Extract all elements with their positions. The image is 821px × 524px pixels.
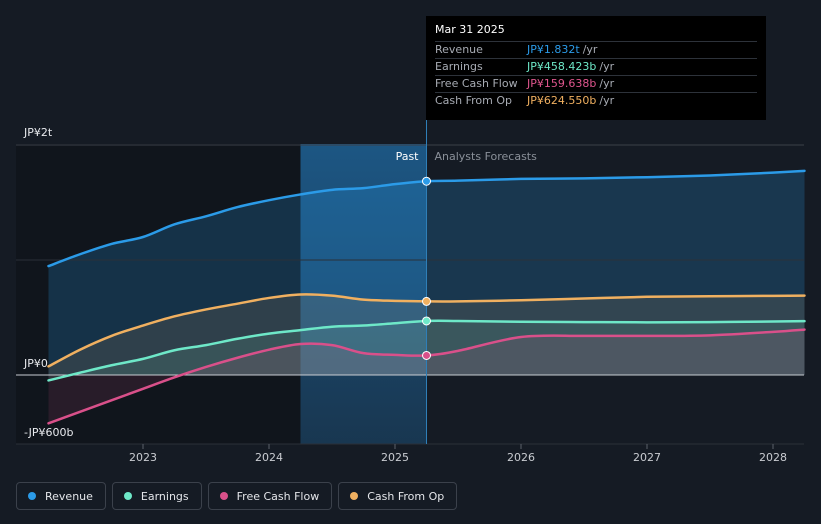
legend-item-free-cash-flow[interactable]: Free Cash Flow (207, 482, 333, 510)
tooltip-unit: /yr (582, 43, 598, 56)
x-tick-label: 2025 (381, 451, 409, 464)
line-free-cash-flow (47, 328, 806, 425)
marker-cash-from-op (422, 296, 431, 306)
marker-revenue (422, 176, 431, 186)
x-tick-label: 2027 (633, 451, 661, 464)
tooltip-name: Revenue (435, 43, 483, 56)
legend-item-cash-from-op[interactable]: Cash From Op (338, 482, 458, 510)
x-tick-label: 2028 (759, 451, 787, 464)
tooltip-name: Cash From Op (435, 94, 513, 107)
gridlines (16, 144, 804, 445)
marker-free-cash-flow (422, 350, 431, 360)
y-tick-zero: JP¥0 (23, 357, 48, 370)
x-tick-label: 2024 (255, 451, 283, 464)
legend-label: Free Cash Flow (236, 489, 320, 503)
x-tick-label: 2026 (507, 451, 535, 464)
tooltip-row-free-cash-flow: Free Cash Flow JP¥159.638b /yr (435, 75, 757, 92)
tooltip-unit: /yr (599, 77, 615, 90)
past-label: Past (396, 150, 420, 163)
series-lines (47, 169, 806, 425)
tooltip-value: JP¥624.550b (527, 94, 597, 107)
tooltip: Mar 31 2025 Revenue JP¥1.832t /yr Earnin… (426, 16, 766, 120)
area-free-cash-flow (48, 329, 805, 424)
legend: Revenue Earnings Free Cash Flow Cash Fro… (16, 482, 458, 510)
legend-dot-icon (123, 492, 132, 500)
past-dark-region (16, 144, 301, 444)
legend-item-earnings[interactable]: Earnings (111, 482, 202, 510)
tooltip-row-revenue: Revenue JP¥1.832t /yr (435, 41, 757, 58)
legend-label: Revenue (45, 489, 93, 503)
legend-dot-icon (350, 492, 359, 500)
y-tick-top: JP¥2t (23, 126, 53, 139)
tooltip-row-cash-from-op: Cash From Op JP¥624.550b /yr (435, 92, 757, 109)
tooltip-date: Mar 31 2025 (435, 23, 505, 36)
legend-label: Earnings (140, 489, 189, 503)
tooltip-value: JP¥458.423b (527, 60, 597, 73)
x-tick-label: 2023 (129, 451, 157, 464)
tooltip-unit: /yr (599, 60, 615, 73)
line-earnings (47, 319, 806, 382)
legend-dot-icon (28, 492, 36, 500)
x-axis-ticks: 2023 2024 2025 2026 2027 2028 (129, 444, 787, 464)
series-markers (422, 176, 431, 360)
tooltip-name: Free Cash Flow (435, 77, 518, 90)
y-tick-bottom: -JP¥600b (24, 426, 73, 439)
legend-item-revenue[interactable]: Revenue (16, 482, 106, 510)
tooltip-row-earnings: Earnings JP¥458.423b /yr (435, 58, 757, 75)
line-cash-from-op (47, 293, 806, 368)
legend-label: Cash From Op (367, 489, 445, 503)
tooltip-unit: /yr (599, 94, 615, 107)
line-revenue (47, 169, 806, 268)
forecast-label: Analysts Forecasts (435, 150, 538, 163)
marker-earnings (422, 316, 431, 326)
tooltip-value: JP¥159.638b (527, 77, 597, 90)
legend-dot-icon (219, 492, 228, 500)
tooltip-name: Earnings (435, 60, 483, 73)
tooltip-value: JP¥1.832t (527, 43, 580, 56)
